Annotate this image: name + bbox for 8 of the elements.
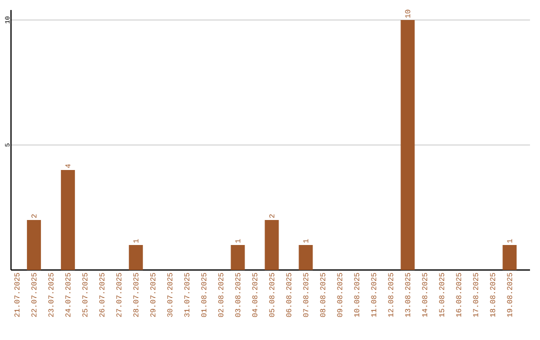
bar xyxy=(26,220,41,270)
bar xyxy=(230,245,245,270)
bar xyxy=(400,20,415,270)
bar xyxy=(128,245,143,270)
bar xyxy=(502,245,517,270)
bar xyxy=(298,245,313,270)
bar xyxy=(264,220,279,270)
bar xyxy=(60,170,75,270)
